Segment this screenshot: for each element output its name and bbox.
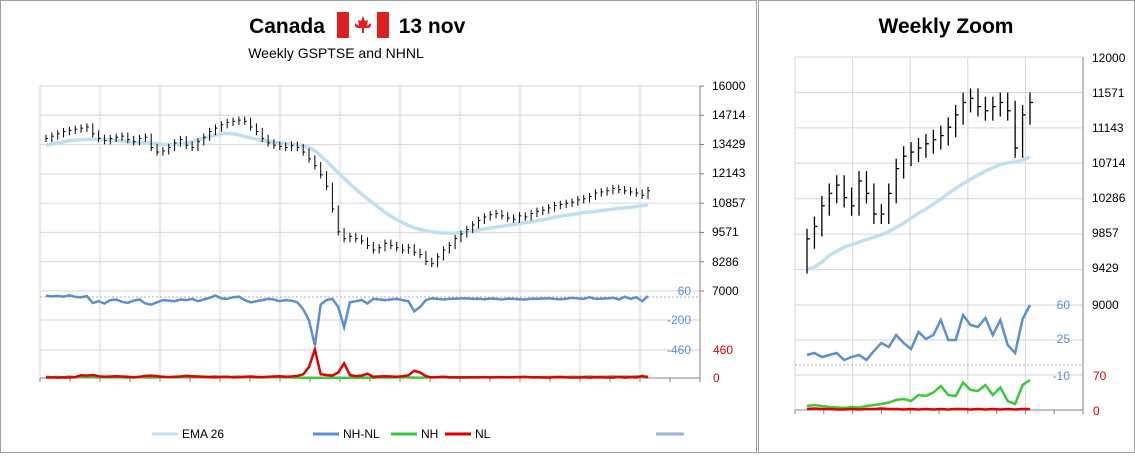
main-subtitle: Weekly GSPTSE and NHNL (248, 45, 424, 61)
zoom-nh-line (806, 378, 1031, 410)
zoom-nhnl-axis: 60 25 -10 (1053, 298, 1071, 383)
zoom-price-tick-label: 11571 (1092, 86, 1125, 100)
main-grid (39, 85, 704, 382)
nhnl-tick-label: 60 (678, 284, 692, 298)
legend-label-nh: NH (421, 427, 438, 441)
zoom-grid (794, 56, 1084, 414)
nl-line (45, 344, 649, 379)
nhnl-tick-label: -200 (667, 313, 691, 327)
nhnl-line (45, 294, 649, 346)
zoom-price-axis: 12000 11571 11143 10714 10286 9857 9429 … (1092, 51, 1126, 312)
main-nhnl-axis: 60 -200 -460 (667, 284, 691, 357)
price-tick-label: 10857 (712, 196, 746, 210)
main-title-date: 13 nov (399, 15, 466, 38)
legend: EMA 26 NH-NL NH NL (152, 427, 684, 441)
main-title-country: Canada (249, 15, 325, 38)
price-tick-label: 7000 (712, 284, 739, 298)
legend-label-ema: EMA 26 (182, 427, 224, 441)
nl-tick-label: 0 (713, 371, 720, 385)
main-price-axis: 16000 14714 13429 12143 10857 9571 8286 … (712, 79, 746, 298)
legend-label-nhnl: NH-NL (343, 427, 380, 441)
zoom-price-tick-label: 10286 (1092, 191, 1126, 205)
zoom-nh-axis: 70 0 (1093, 369, 1107, 418)
main-nl-axis: 460 0 (713, 343, 733, 385)
main-panel-border (0, 0, 757, 453)
price-tick-label: 13429 (712, 137, 746, 151)
price-tick-label: 12143 (712, 166, 746, 180)
price-tick-label: 8286 (712, 255, 739, 269)
legend-label-nl: NL (475, 427, 491, 441)
main-marks (45, 116, 650, 380)
nhnl-tick-label: -460 (667, 343, 691, 357)
zoom-price-tick-label: 11143 (1092, 121, 1124, 135)
canada-flag-icon (337, 12, 389, 38)
zoom-ema26-line (806, 155, 1031, 272)
price-tick-label: 14714 (712, 108, 746, 122)
zoom-nh-tick-label: 70 (1093, 369, 1107, 383)
zoom-price-tick-label: 10714 (1092, 156, 1126, 170)
zoom-nhnl-tick-label: -10 (1053, 369, 1071, 383)
zoom-title: Weekly Zoom (879, 15, 1014, 38)
price-tick-label: 9571 (712, 225, 739, 239)
zoom-price-tick-label: 9429 (1092, 261, 1119, 275)
zoom-nhnl-tick-label: 60 (1057, 298, 1071, 312)
price-tick-label: 16000 (712, 79, 746, 93)
zoom-nhnl-line (806, 304, 1032, 362)
zoom-price-tick-label: 9857 (1092, 226, 1119, 240)
zoom-price-tick-label: 9000 (1092, 298, 1119, 312)
nl-tick-label: 460 (713, 343, 733, 357)
zoom-nh-tick-label: 0 (1093, 404, 1100, 418)
zoom-marks (806, 88, 1033, 411)
zoom-nl-line (806, 407, 1030, 411)
ema26-line (45, 131, 649, 235)
zoom-nhnl-tick-label: 25 (1057, 332, 1071, 346)
zoom-price-tick-label: 12000 (1092, 51, 1126, 65)
